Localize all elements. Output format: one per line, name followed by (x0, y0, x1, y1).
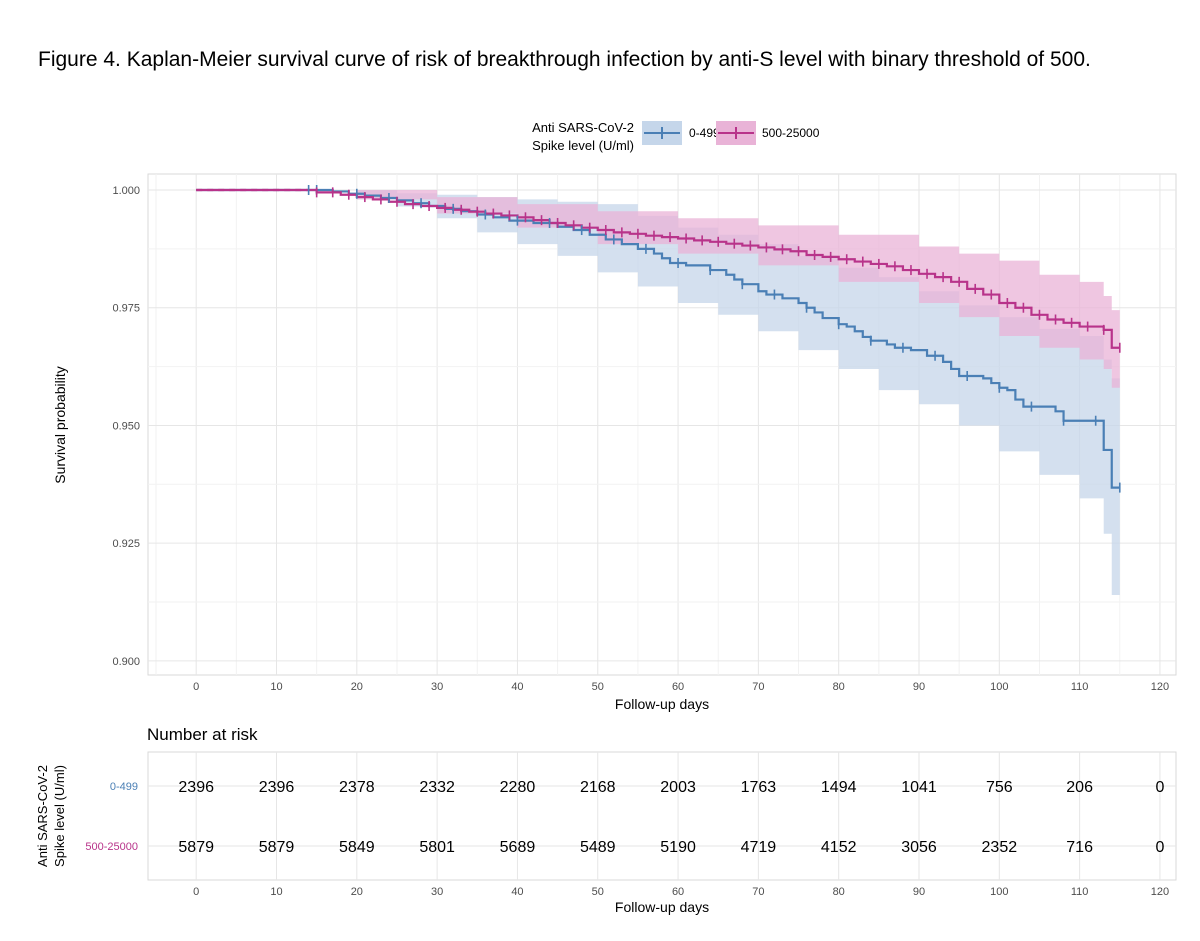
legend-key-high (716, 121, 756, 145)
risk-count-low: 2280 (500, 779, 536, 796)
risk-table-title: Number at risk (147, 725, 258, 744)
risk-count-high: 3056 (901, 839, 937, 856)
x-tick-label: 10 (270, 681, 282, 693)
risk-row-label-high: 500-25000 (85, 841, 138, 853)
y-tick-label: 1.000 (112, 185, 140, 197)
risk-x-tick-label: 90 (913, 886, 925, 898)
y-tick-label: 0.950 (112, 420, 140, 432)
x-tick-label: 70 (752, 681, 764, 693)
risk-x-tick-label: 40 (511, 886, 523, 898)
risk-count-high: 5190 (660, 839, 696, 856)
risk-table-panel (147, 751, 1177, 881)
risk-count-low: 756 (986, 779, 1013, 796)
risk-y-axis-title-line2: Spike level (U/ml) (52, 765, 67, 867)
risk-count-low: 206 (1066, 779, 1093, 796)
x-tick-label: 20 (351, 681, 363, 693)
y-tick-label: 0.925 (112, 538, 140, 550)
risk-row-label-low: 0-499 (110, 781, 138, 793)
x-axis-title: Follow-up days (615, 696, 709, 712)
x-tick-label: 80 (833, 681, 845, 693)
legend-title-line2: Spike level (U/ml) (532, 138, 634, 153)
x-tick-label: 40 (511, 681, 523, 693)
x-tick-label: 100 (990, 681, 1008, 693)
confidence-band-high (196, 190, 1120, 388)
survival-lines (196, 188, 1120, 489)
risk-count-high: 5489 (580, 839, 616, 856)
risk-count-high: 5689 (500, 839, 536, 856)
risk-count-high: 5801 (419, 839, 455, 856)
risk-count-high: 5879 (259, 839, 295, 856)
risk-count-high: 4152 (821, 839, 857, 856)
risk-count-low: 1041 (901, 779, 937, 796)
survival-line-low (196, 188, 1120, 489)
legend-label-high: 500-25000 (762, 126, 820, 140)
x-tick-label: 0 (193, 681, 199, 693)
x-tick-label: 90 (913, 681, 925, 693)
x-tick-label: 60 (672, 681, 684, 693)
risk-x-tick-label: 20 (351, 886, 363, 898)
legend: Anti SARS-CoV-2 Spike level (U/ml) 0-499… (532, 120, 820, 153)
risk-count-high: 4719 (741, 839, 777, 856)
risk-table: 0 10 20 30 40 50 60 70 80 90 100 110 120 0-499 2396 239… (85, 752, 1176, 898)
survival-line-high (196, 188, 1120, 349)
risk-x-tick-label: 50 (592, 886, 604, 898)
risk-count-low: 2168 (580, 779, 616, 796)
legend-label-low: 0-499 (689, 126, 720, 140)
risk-x-tick-label: 60 (672, 886, 684, 898)
figure-title: Figure 4. Kaplan-Meier survival curve of… (38, 48, 1091, 71)
risk-x-tick-label: 10 (270, 886, 282, 898)
risk-count-low: 2378 (339, 779, 375, 796)
risk-x-tick-label: 0 (193, 886, 199, 898)
y-tick-label: 0.975 (112, 303, 140, 315)
x-tick-label: 30 (431, 681, 443, 693)
risk-count-low: 2332 (419, 779, 455, 796)
risk-count-low: 0 (1155, 779, 1164, 796)
risk-count-high: 5849 (339, 839, 375, 856)
risk-count-high: 5879 (178, 839, 214, 856)
risk-count-low: 1494 (821, 779, 857, 796)
legend-title-line1: Anti SARS-CoV-2 (532, 120, 634, 135)
x-tick-label: 120 (1151, 681, 1169, 693)
risk-count-low: 2396 (178, 779, 214, 796)
censor-marks (307, 185, 1121, 493)
risk-count-low: 2003 (660, 779, 696, 796)
confidence-bands (196, 190, 1120, 595)
risk-x-tick-label: 100 (990, 886, 1008, 898)
risk-count-low: 2396 (259, 779, 295, 796)
legend-key-low (642, 121, 682, 145)
y-axis-title: Survival probability (52, 366, 68, 484)
risk-x-tick-label: 70 (752, 886, 764, 898)
risk-count-high: 0 (1155, 839, 1164, 856)
risk-y-axis-title-line1: Anti SARS-CoV-2 (35, 765, 50, 867)
risk-count-low: 1763 (741, 779, 777, 796)
risk-x-tick-label: 80 (833, 886, 845, 898)
risk-x-axis-title: Follow-up days (615, 899, 709, 915)
y-tick-label: 0.900 (112, 656, 140, 668)
risk-x-tick-label: 110 (1071, 886, 1089, 898)
risk-x-tick-label: 120 (1151, 886, 1169, 898)
risk-count-high: 716 (1066, 839, 1093, 856)
x-tick-label: 50 (592, 681, 604, 693)
x-tick-label: 110 (1071, 681, 1089, 693)
confidence-band-low (196, 190, 1120, 595)
axis-ticks: 0 10 20 30 40 50 60 70 80 90 100 110 120 0.900 0.925 0.… (112, 185, 1169, 693)
risk-count-high: 2352 (982, 839, 1018, 856)
risk-x-tick-label: 30 (431, 886, 443, 898)
